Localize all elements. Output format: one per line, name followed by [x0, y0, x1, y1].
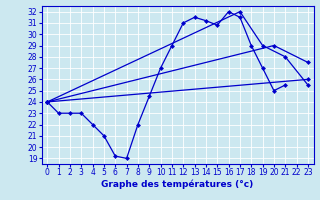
X-axis label: Graphe des températures (°c): Graphe des températures (°c): [101, 180, 254, 189]
